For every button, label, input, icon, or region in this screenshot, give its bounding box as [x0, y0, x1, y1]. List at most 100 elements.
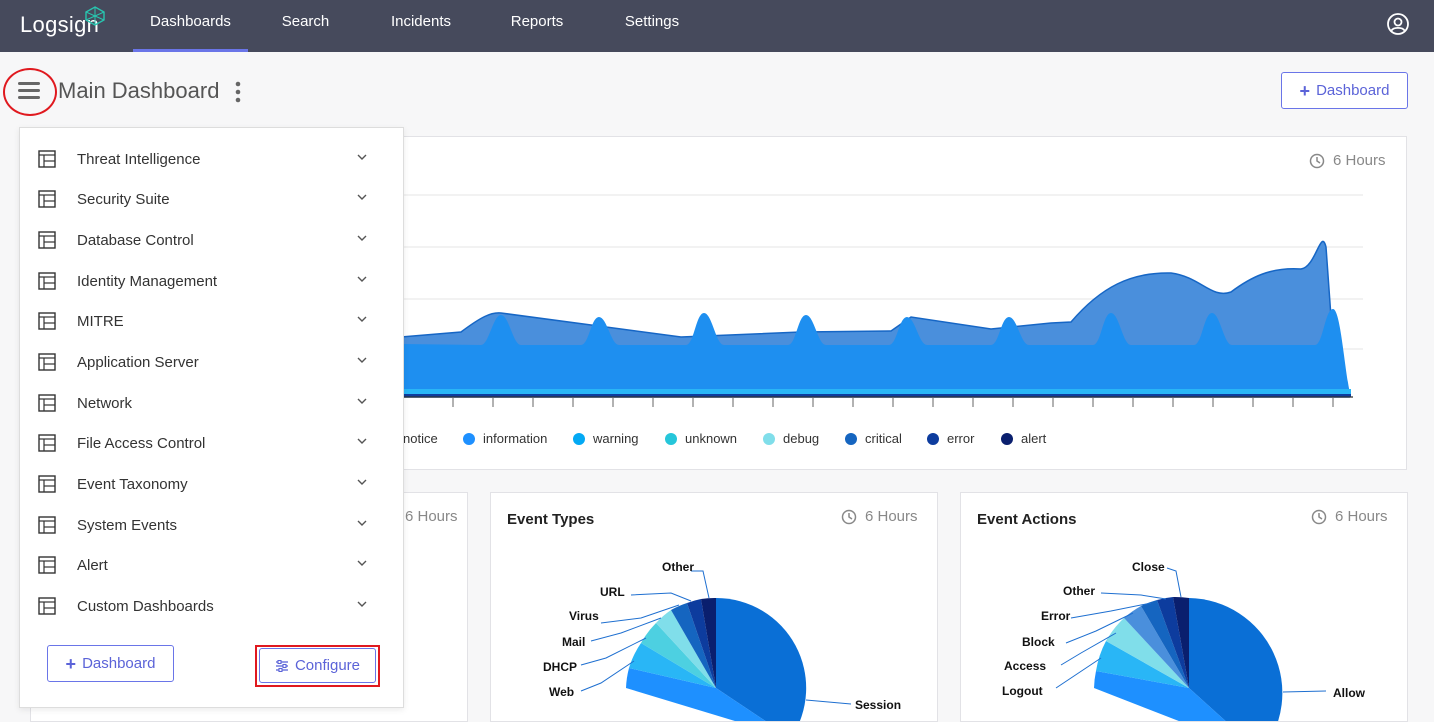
legend-critical[interactable]: critical: [845, 431, 902, 446]
top-navigation-bar: Logsign Dashboards Search Incidents Repo…: [0, 0, 1434, 52]
pie-leader-line: [1100, 592, 1167, 600]
configure-button[interactable]: Configure: [259, 648, 376, 683]
nav-settings[interactable]: Settings: [624, 13, 680, 30]
legend-dot: [927, 432, 939, 445]
menu-item-application-server[interactable]: Application Server: [20, 342, 403, 382]
menu-item-network[interactable]: Network: [20, 383, 403, 423]
chevron-down-icon: [357, 560, 367, 566]
pie-label-allow: Allow: [1333, 686, 1365, 700]
menu-item-identity-management[interactable]: Identity Management: [20, 261, 403, 301]
nav-reports[interactable]: Reports: [510, 13, 564, 30]
pie-label-block: Block: [1022, 635, 1055, 649]
pie-slice: [656, 610, 716, 688]
pie-leader-line: [590, 617, 662, 642]
dashboard-grid-icon: [38, 231, 56, 249]
pie-slice: [1189, 598, 1283, 721]
legend-dot: [763, 432, 775, 445]
legend-error[interactable]: error: [927, 431, 974, 446]
nav-incidents[interactable]: Incidents: [390, 13, 452, 30]
menu-item-label: Database Control: [77, 232, 194, 249]
pie-label-logout: Logout: [1002, 684, 1043, 698]
pie-label-url: URL: [600, 585, 625, 599]
legend-information[interactable]: information: [463, 431, 547, 446]
dashboard-grid-icon: [38, 190, 56, 208]
menu-highlight-circle: [3, 68, 57, 116]
logo-globe-icon: [85, 6, 105, 26]
chevron-down-icon: [357, 235, 367, 241]
dashboard-grid-icon: [38, 394, 56, 412]
menu-item-label: Threat Intelligence: [77, 151, 201, 168]
menu-item-custom-dashboards[interactable]: Custom Dashboards: [20, 586, 403, 626]
clock-icon: [1311, 509, 1327, 524]
menu-item-label: System Events: [77, 517, 178, 534]
pie-slice: [629, 643, 716, 688]
chevron-down-icon: [357, 438, 367, 444]
menu-item-label: MITRE: [77, 313, 124, 330]
menu-item-label: Security Suite: [77, 191, 170, 208]
pie-slice: [1106, 618, 1189, 688]
menu-item-file-access-control[interactable]: File Access Control: [20, 423, 403, 463]
menu-item-label: File Access Control: [77, 435, 206, 452]
pie-label-web: Web: [549, 685, 575, 699]
pie-slice: [1141, 600, 1189, 688]
pie-label-close: Close: [1132, 560, 1165, 574]
menu-item-mitre[interactable]: MITRE: [20, 301, 403, 341]
legend-debug[interactable]: debug: [763, 431, 819, 446]
legend-warning[interactable]: warning: [573, 431, 639, 446]
add-dashboard-button[interactable]: + Dashboard: [1281, 72, 1408, 109]
user-circle-icon[interactable]: [1386, 12, 1410, 36]
menu-item-label: Event Taxonomy: [77, 476, 188, 493]
menu-item-alert[interactable]: Alert: [20, 545, 403, 585]
menu-item-label: Custom Dashboards: [77, 598, 214, 615]
event-types-title: Event Types: [507, 511, 595, 528]
pie-leader-line: [1166, 567, 1182, 598]
legend-notice[interactable]: notice: [403, 431, 438, 446]
pie-slice: [1096, 641, 1189, 688]
pie-slice: [687, 599, 716, 688]
pie-leader-line: [1065, 612, 1134, 644]
menu-item-label: Alert: [77, 557, 108, 574]
legend-unknown[interactable]: unknown: [665, 431, 737, 446]
chevron-down-icon: [357, 520, 367, 526]
pie-leader-line: [580, 660, 635, 692]
menu-item-system-events[interactable]: System Events: [20, 505, 403, 545]
pie-slice: [641, 623, 716, 688]
legend-dot: [463, 432, 475, 445]
menu-item-threat-intelligence[interactable]: Threat Intelligence: [20, 139, 403, 179]
dashboard-menu-panel: Threat Intelligence Security Suite Datab…: [19, 127, 404, 708]
dashboard-grid-icon: [38, 312, 56, 330]
menu-item-database-control[interactable]: Database Control: [20, 220, 403, 260]
event-types-time-range: 6 Hours: [841, 508, 918, 525]
pie-leader-line: [600, 604, 680, 624]
menu-item-label: Application Server: [77, 354, 199, 371]
page-title: Main Dashboard: [58, 78, 220, 103]
event-actions-card: Event Actions 6 Hours Close Other Error …: [960, 492, 1408, 722]
pie-leader-line: [580, 637, 647, 666]
pie-label-other: Other: [1063, 584, 1096, 598]
chevron-down-icon: [357, 276, 367, 282]
pie-leader-line: [630, 592, 692, 602]
pie-slice: [701, 597, 716, 688]
area-series-information: [401, 309, 1351, 397]
nav-dashboards[interactable]: Dashboards: [133, 0, 248, 52]
chevron-down-icon: [357, 479, 367, 485]
hamburger-menu-icon[interactable]: [18, 81, 42, 101]
menu-item-event-taxonomy[interactable]: Event Taxonomy: [20, 464, 403, 504]
chevron-down-icon: [357, 194, 367, 200]
nav-search[interactable]: Search: [281, 13, 330, 30]
pie-label-other: Other: [662, 560, 695, 574]
configure-highlight-box: [255, 645, 380, 687]
pie-leader-line: [1282, 690, 1327, 693]
area-chart: [400, 194, 1363, 407]
legend-alert[interactable]: alert: [1001, 431, 1046, 446]
dashboard-grid-icon: [38, 353, 56, 371]
pie-leader-line: [1070, 602, 1152, 619]
plus-icon: +: [1299, 80, 1311, 101]
configure-label: Configure: [294, 657, 361, 674]
menu-item-security-suite[interactable]: Security Suite: [20, 179, 403, 219]
dashboard-grid-icon: [38, 272, 56, 290]
event-types-pie: [580, 570, 852, 721]
more-options-icon[interactable]: [234, 81, 242, 103]
panel-add-dashboard-button[interactable]: + Dashboard: [47, 645, 174, 682]
left-card-time-range: 6 Hours: [405, 508, 458, 525]
